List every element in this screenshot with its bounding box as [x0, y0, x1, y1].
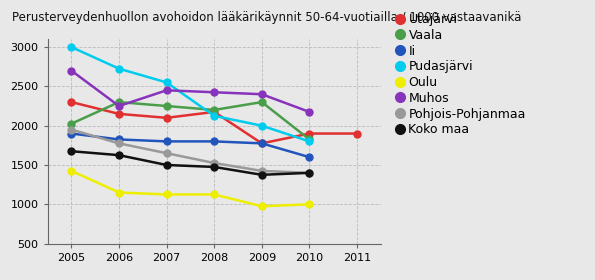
Utajärvi	[353, 132, 361, 135]
Koko maa	[211, 165, 218, 169]
Line: Muhos: Muhos	[68, 67, 313, 115]
Pudasjärvi	[115, 67, 123, 70]
Utajärvi	[258, 142, 265, 145]
Line: Ii: Ii	[68, 130, 313, 161]
Pudasjärvi	[211, 114, 218, 118]
Vaala	[211, 108, 218, 112]
Line: Pudasjärvi: Pudasjärvi	[68, 44, 313, 145]
Pohjois-Pohjanmaa	[258, 169, 265, 172]
Muhos	[211, 91, 218, 94]
Ii	[115, 138, 123, 141]
Pudasjärvi	[258, 124, 265, 127]
Ii	[68, 132, 75, 135]
Oulu	[306, 203, 313, 206]
Muhos	[68, 69, 75, 72]
Line: Vaala: Vaala	[68, 99, 313, 143]
Utajärvi	[306, 132, 313, 135]
Koko maa	[306, 171, 313, 174]
Muhos	[306, 110, 313, 114]
Muhos	[258, 93, 265, 96]
Line: Oulu: Oulu	[68, 167, 313, 210]
Vaala	[163, 104, 170, 108]
Utajärvi	[163, 116, 170, 120]
Utajärvi	[115, 112, 123, 116]
Muhos	[115, 104, 123, 108]
Koko maa	[258, 173, 265, 176]
Vaala	[306, 138, 313, 141]
Vaala	[68, 122, 75, 125]
Line: Koko maa: Koko maa	[68, 148, 313, 178]
Koko maa	[115, 153, 123, 157]
Koko maa	[68, 150, 75, 153]
Pudasjärvi	[68, 45, 75, 49]
Oulu	[258, 205, 265, 208]
Text: Perusterveydenhuollon avohoidon lääkärikäynnit 50-64-vuotiailla / 1000 vastaavan: Perusterveydenhuollon avohoidon lääkärik…	[12, 11, 521, 24]
Utajärvi	[68, 101, 75, 104]
Line: Utajärvi: Utajärvi	[68, 99, 361, 147]
Oulu	[115, 191, 123, 194]
Pohjois-Pohjanmaa	[211, 161, 218, 165]
Pudasjärvi	[163, 81, 170, 84]
Oulu	[68, 169, 75, 172]
Pohjois-Pohjanmaa	[306, 171, 313, 174]
Pohjois-Pohjanmaa	[115, 142, 123, 145]
Vaala	[258, 101, 265, 104]
Koko maa	[163, 163, 170, 167]
Legend: Utajärvi, Vaala, Ii, Pudasjärvi, Oulu, Muhos, Pohjois-Pohjanmaa, Koko maa: Utajärvi, Vaala, Ii, Pudasjärvi, Oulu, M…	[396, 12, 527, 137]
Ii	[211, 140, 218, 143]
Ii	[163, 140, 170, 143]
Muhos	[163, 89, 170, 92]
Line: Pohjois-Pohjanmaa: Pohjois-Pohjanmaa	[68, 126, 313, 176]
Oulu	[211, 193, 218, 196]
Vaala	[115, 101, 123, 104]
Utajärvi	[211, 110, 218, 114]
Pohjois-Pohjanmaa	[68, 128, 75, 131]
Oulu	[163, 193, 170, 196]
Pohjois-Pohjanmaa	[163, 151, 170, 155]
Ii	[306, 155, 313, 159]
Ii	[258, 142, 265, 145]
Pudasjärvi	[306, 140, 313, 143]
